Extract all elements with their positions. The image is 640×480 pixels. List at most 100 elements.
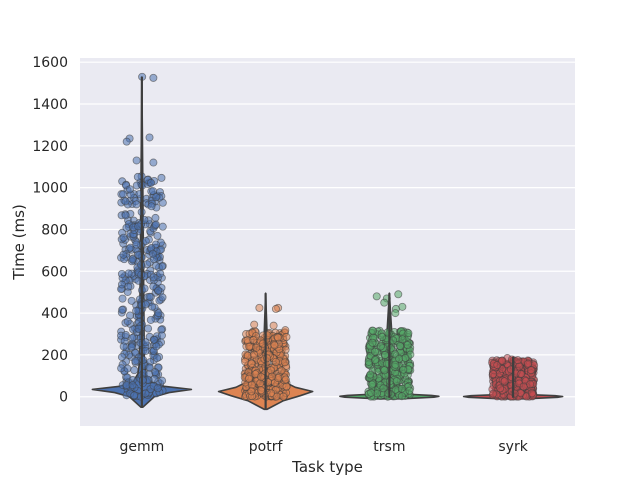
y-tick-label: 800 [41, 222, 68, 238]
strip-point-potrf [271, 357, 280, 366]
strip-point-trsm [392, 377, 401, 386]
strip-point-syrk [489, 389, 498, 398]
strip-point-trsm [404, 329, 413, 338]
strip-point-gemm [151, 213, 160, 222]
strip-point-gemm [124, 269, 133, 278]
strip-point-gemm [158, 222, 167, 231]
strip-point-potrf [280, 358, 289, 367]
strip-point-gemm [118, 294, 127, 303]
strip-point-gemm [139, 355, 148, 364]
strip-point-potrf [249, 336, 258, 345]
strip-point-gemm [147, 202, 156, 211]
strip-point-trsm [403, 341, 412, 350]
strip-point-gemm [132, 200, 141, 209]
strip-point-potrf [279, 392, 288, 401]
strip-point-potrf [252, 343, 261, 352]
strip-point-trsm [368, 326, 377, 335]
strip-point-gemm [119, 190, 128, 199]
strip-point-gemm [158, 376, 167, 385]
strip-point-potrf [255, 303, 264, 312]
strip-point-gemm [141, 237, 150, 246]
y-tick-label: 1000 [32, 181, 68, 197]
x-tick-label: gemm [119, 439, 164, 455]
strip-point-potrf [270, 341, 279, 350]
strip-point-syrk [513, 356, 522, 365]
strip-point-potrf [271, 304, 280, 313]
y-axis-label: Time (ms) [10, 204, 28, 281]
strip-point-syrk [489, 370, 498, 379]
strip-point-syrk [500, 377, 509, 386]
x-tick-label: trsm [373, 439, 405, 455]
strip-point-gemm [145, 363, 154, 372]
strip-point-syrk [497, 356, 506, 365]
strip-point-trsm [371, 347, 380, 356]
strip-point-gemm [150, 374, 159, 383]
strip-point-gemm [125, 185, 134, 194]
strip-point-gemm [128, 333, 137, 342]
strip-point-gemm [141, 346, 150, 355]
strip-point-potrf [245, 374, 254, 383]
strip-point-gemm [152, 342, 161, 351]
strip-point-gemm [149, 273, 158, 282]
strip-point-trsm [367, 388, 376, 397]
strip-point-potrf [266, 366, 275, 375]
strip-point-syrk [527, 389, 536, 398]
strip-point-gemm [141, 300, 150, 309]
x-tick-labels: gemm potrf trsm syrk [119, 439, 528, 455]
strip-point-trsm [371, 356, 380, 365]
strip-point-gemm [124, 282, 133, 291]
strip-point-trsm [394, 290, 403, 299]
strip-point-gemm [149, 158, 158, 167]
strip-point-syrk [526, 366, 535, 375]
strip-point-gemm [132, 240, 141, 249]
strip-point-gemm [119, 342, 128, 351]
strip-point-syrk [496, 384, 505, 393]
strip-point-gemm [122, 137, 131, 146]
strip-point-gemm [119, 233, 128, 242]
strip-point-gemm [128, 381, 137, 390]
strip-point-gemm [141, 338, 150, 347]
strip-point-trsm [372, 292, 381, 301]
strip-point-potrf [245, 342, 254, 351]
strip-point-gemm [122, 223, 131, 232]
strip-point-potrf [282, 332, 291, 341]
y-tick-label: 400 [41, 306, 68, 322]
strip-point-gemm [127, 296, 136, 305]
strip-point-potrf [269, 321, 278, 330]
strip-point-gemm [132, 306, 141, 315]
strip-point-gemm [117, 353, 126, 362]
x-tick-label: syrk [498, 439, 528, 455]
strip-point-trsm [398, 335, 407, 344]
strip-point-trsm [395, 354, 404, 363]
strip-point-gemm [157, 331, 166, 340]
strip-points [117, 72, 539, 401]
strip-point-trsm [380, 366, 389, 375]
strip-point-trsm [399, 365, 408, 374]
strip-point-gemm [146, 315, 155, 324]
strip-point-potrf [250, 350, 259, 359]
strip-point-gemm [134, 222, 143, 231]
y-tick-label: 1200 [32, 139, 68, 155]
strip-point-trsm [397, 392, 406, 401]
strip-point-trsm [378, 332, 387, 341]
strip-point-gemm [153, 354, 162, 363]
strip-point-trsm [405, 386, 414, 395]
strip-point-gemm [121, 331, 130, 340]
strip-point-gemm [127, 343, 136, 352]
strip-point-gemm [157, 173, 166, 182]
strip-point-trsm [379, 384, 388, 393]
strip-point-gemm [147, 178, 156, 187]
strip-point-gemm [130, 391, 139, 400]
strip-point-gemm [144, 324, 153, 333]
strip-point-potrf [247, 387, 256, 396]
strip-point-syrk [524, 359, 533, 368]
strip-point-potrf [256, 386, 265, 395]
x-axis-label: Task type [291, 458, 363, 476]
strip-point-potrf [256, 379, 265, 388]
strip-point-potrf [281, 375, 290, 384]
strip-point-gemm [131, 357, 140, 366]
strip-point-trsm [396, 341, 405, 350]
strip-point-potrf [267, 389, 276, 398]
box-whiskers [140, 76, 515, 410]
strip-point-syrk [526, 380, 535, 389]
